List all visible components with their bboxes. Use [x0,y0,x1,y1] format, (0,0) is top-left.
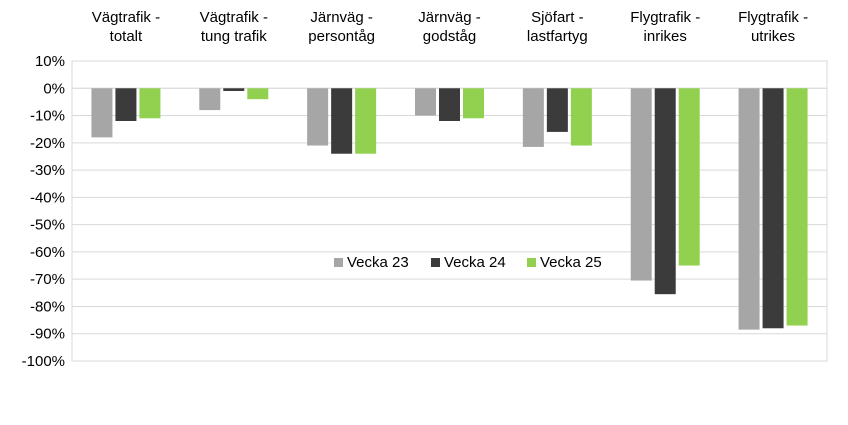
category-labels: Vägtrafik - totalt Vägtrafik - tung trafik J… [92,9,808,45]
legend-label: Vecka 24 [444,254,506,271]
bar-vecka-24-3 [439,88,460,121]
legend-label: Vecka 23 [347,254,409,271]
bar-vecka-23-4 [522,88,544,147]
bar-vecka-24-1 [223,88,245,91]
y-tick-label: -90% [30,326,65,343]
category-label: lastfartyg [527,28,588,45]
legend-label: Vecka 25 [540,254,602,271]
plot-area [71,60,828,362]
category-label: Flygtrafik - [630,9,700,26]
bar-vecka-23-0 [91,88,113,138]
y-tick-label: -50% [30,217,65,234]
category-label: tung trafik [201,28,267,45]
bar-vecka-23-5 [630,88,652,281]
legend-swatch [431,258,440,267]
bar-vecka-25-1 [247,88,269,100]
category-label: utrikes [751,28,795,45]
category-label: godståg [423,28,476,45]
bar-vecka-25-2 [355,88,377,154]
y-tick-label: -30% [30,162,65,179]
category-label: totalt [110,28,143,45]
category-label: Sjöfart - [531,9,584,26]
bar-vecka-25-3 [463,88,484,119]
y-tick-label: -40% [30,189,65,206]
y-tick-label: 0% [43,80,65,97]
legend-item: Vecka 24 [431,254,506,271]
legend: Vecka 23 Vecka 24 Vecka 25 [334,254,602,271]
y-axis: 10% 0% -10% -20% -30% -40% -50% -60% -70% -80% -90… [22,53,65,370]
bar-vecka-23-6 [738,88,760,330]
y-tick-label: -20% [30,135,65,152]
category-label: Vägtrafik - [92,9,160,26]
bar-vecka-24-4 [546,88,568,132]
legend-swatch [334,258,343,267]
category-label: Järnväg - [310,9,373,26]
bars [91,88,808,330]
bar-vecka-25-0 [139,88,161,119]
category-label: Vägtrafik - [200,9,268,26]
y-tick-label: -100% [22,353,65,370]
category-label: Flygtrafik - [738,9,808,26]
category-label: persontåg [308,28,375,45]
bar-vecka-25-4 [570,88,592,146]
legend-item: Vecka 23 [334,254,409,271]
bar-vecka-24-6 [762,88,784,329]
bar-vecka-23-3 [415,88,436,116]
y-tick-label: -60% [30,244,65,261]
y-tick-label: -70% [30,271,65,288]
bar-vecka-23-2 [307,88,329,146]
bar-vecka-24-5 [654,88,676,295]
y-tick-label: 10% [35,53,65,70]
bar-vecka-25-5 [678,88,700,266]
legend-swatch [527,258,536,267]
legend-item: Vecka 25 [527,254,602,271]
category-label: Järnväg - [418,9,481,26]
bar-vecka-24-0 [115,88,137,121]
bar-vecka-24-2 [331,88,353,154]
y-tick-label: -10% [30,108,65,125]
bar-vecka-23-1 [199,88,221,111]
y-tick-label: -80% [30,298,65,315]
category-label: inrikes [644,28,687,45]
bar-vecka-25-6 [786,88,808,326]
